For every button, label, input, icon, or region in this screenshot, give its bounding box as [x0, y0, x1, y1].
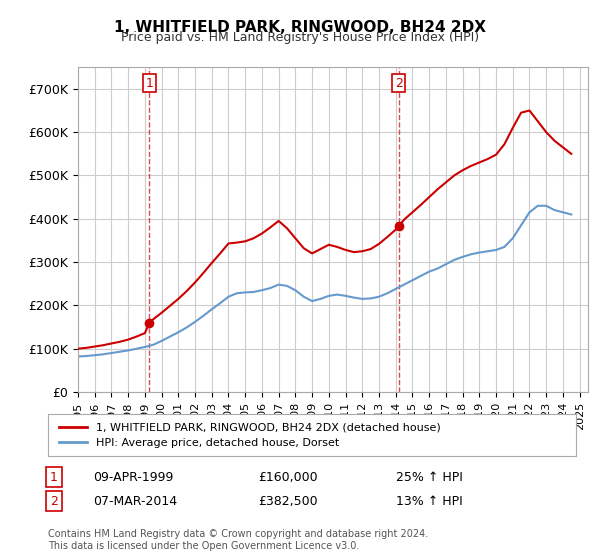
Text: 09-APR-1999: 09-APR-1999	[93, 470, 173, 484]
Text: 2: 2	[50, 494, 58, 508]
Text: £160,000: £160,000	[258, 470, 317, 484]
Text: 1, WHITFIELD PARK, RINGWOOD, BH24 2DX: 1, WHITFIELD PARK, RINGWOOD, BH24 2DX	[114, 20, 486, 35]
Text: Price paid vs. HM Land Registry's House Price Index (HPI): Price paid vs. HM Land Registry's House …	[121, 31, 479, 44]
Text: Contains HM Land Registry data © Crown copyright and database right 2024.
This d: Contains HM Land Registry data © Crown c…	[48, 529, 428, 551]
Text: £382,500: £382,500	[258, 494, 317, 508]
Text: 07-MAR-2014: 07-MAR-2014	[93, 494, 177, 508]
Text: 13% ↑ HPI: 13% ↑ HPI	[396, 494, 463, 508]
Text: 2: 2	[395, 77, 403, 90]
Text: 1: 1	[145, 77, 154, 90]
Legend: 1, WHITFIELD PARK, RINGWOOD, BH24 2DX (detached house), HPI: Average price, deta: 1, WHITFIELD PARK, RINGWOOD, BH24 2DX (d…	[53, 417, 446, 454]
Text: 1: 1	[50, 470, 58, 484]
Text: 25% ↑ HPI: 25% ↑ HPI	[396, 470, 463, 484]
